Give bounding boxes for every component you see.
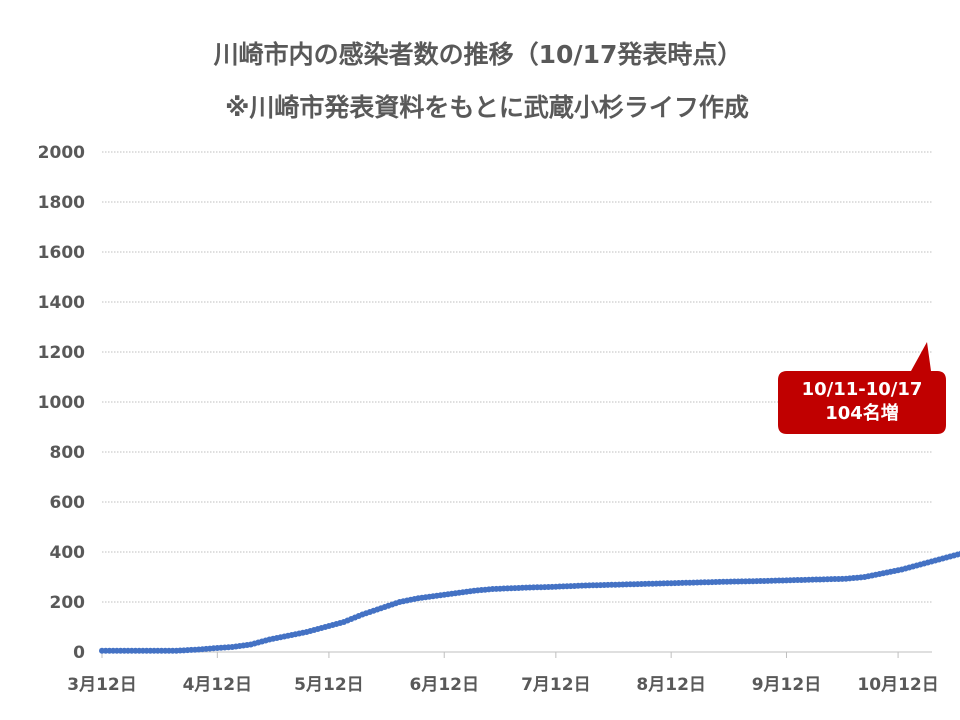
- gridlines: [102, 151, 932, 653]
- x-tick-label: 5月12日: [294, 675, 364, 695]
- y-tick-label: 2000: [38, 143, 85, 163]
- chart-title: 川崎市内の感染者数の推移（10/17発表時点）: [214, 40, 743, 69]
- x-tick-label: 9月12日: [752, 675, 822, 695]
- y-tick-label: 600: [50, 493, 86, 513]
- y-tick-label: 200: [50, 593, 86, 613]
- y-tick-label: 800: [50, 443, 86, 463]
- x-tick-label: 4月12日: [183, 675, 253, 695]
- y-axis: 0 200 400 600 800 1000 1200 1400 1600 1800 2000: [38, 143, 85, 663]
- y-tick-label: 1600: [38, 243, 85, 263]
- x-tick-label: 10月12日: [857, 675, 938, 695]
- callout-box: [778, 342, 946, 434]
- chart-subtitle: ※川崎市発表資料をもとに武蔵小杉ライフ作成: [225, 93, 749, 122]
- x-tick-label: 3月12日: [67, 675, 137, 695]
- x-tick-label: 7月12日: [521, 675, 591, 695]
- callout-text: 104名増: [825, 402, 899, 424]
- x-axis: 3月12日 4月12日 5月12日 6月12日 7月12日 8月12日 9月12日 10月12…: [67, 651, 939, 695]
- y-tick-label: 400: [50, 543, 86, 563]
- y-tick-label: 1400: [38, 293, 85, 313]
- x-tick-label: 8月12日: [636, 675, 706, 695]
- data-series: [99, 550, 960, 654]
- y-tick-label: 0: [73, 643, 85, 663]
- x-tick-label: 6月12日: [409, 675, 479, 695]
- y-tick-label: 1800: [38, 193, 85, 213]
- y-tick-label: 1200: [38, 343, 85, 363]
- callout-text: 10/11-10/17: [802, 379, 923, 400]
- y-tick-label: 1000: [38, 393, 85, 413]
